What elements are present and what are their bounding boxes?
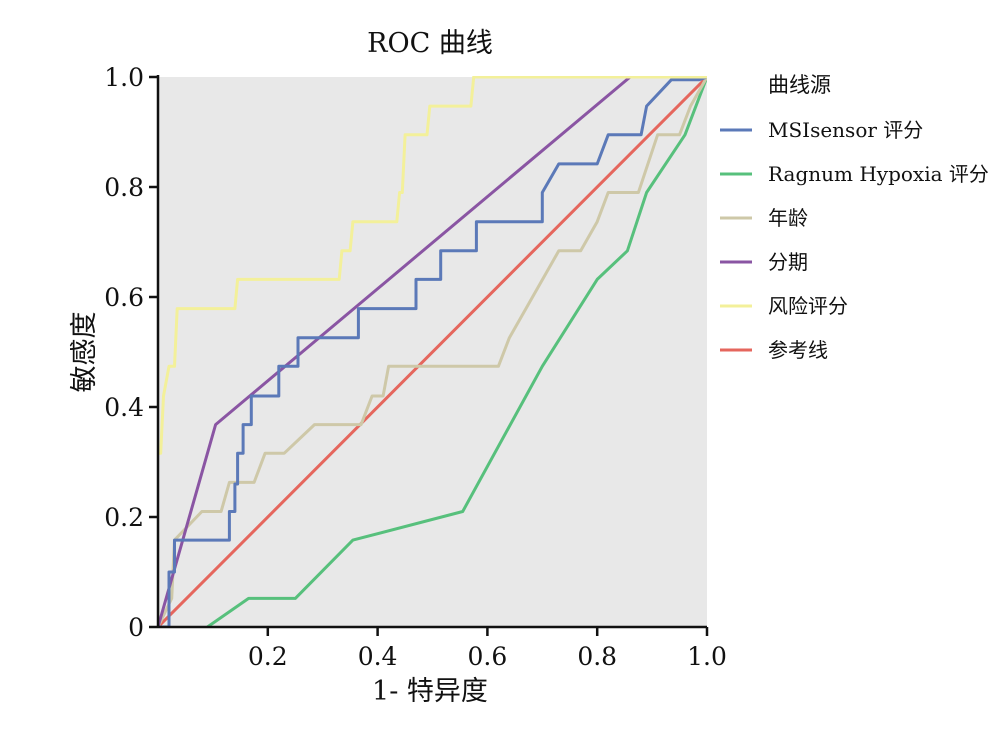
series-layer [158, 76, 707, 628]
x-tick-label: 0.2 [248, 642, 288, 671]
y-tick-label: 0.6 [104, 283, 144, 312]
series-line [158, 76, 707, 628]
series-line [158, 76, 707, 628]
legend-label: Ragnum Hypoxia 评分 [768, 162, 989, 186]
y-tick-label: 0.8 [104, 173, 144, 202]
x-tick-label: 0.6 [468, 642, 508, 671]
chart-title: ROC 曲线 [367, 28, 493, 59]
series-line [158, 76, 632, 628]
x-tick-label: 1.0 [687, 642, 727, 671]
legend-label: MSIsensor 评分 [768, 118, 923, 142]
y-tick-label: 0.4 [104, 393, 144, 422]
series-line [158, 76, 707, 455]
series-line [206, 76, 707, 628]
legend-label: 分期 [768, 250, 808, 274]
y-tick-label: 0.2 [104, 503, 144, 532]
y-tick-label: 1.0 [104, 63, 144, 92]
axes-layer: 0 0.2 0.4 0.6 0.8 1.0 0.2 0.4 0.6 0.8 1.0 [104, 63, 727, 671]
legend-label: 参考线 [768, 338, 828, 362]
legend-title: 曲线源 [768, 73, 831, 97]
x-axis-title: 1- 特异度 [372, 676, 488, 707]
series-line [158, 76, 707, 628]
legend-label: 年龄 [768, 206, 808, 230]
y-tick-label: 0 [128, 613, 144, 642]
legend: 曲线源 MSIsensor 评分 Ragnum Hypoxia 评分年龄分期风险评… [720, 73, 989, 362]
x-tick-label: 0.8 [577, 642, 617, 671]
y-axis-title: 敏感度 [69, 312, 100, 393]
legend-label: 风险评分 [768, 294, 848, 318]
x-tick-label: 0.4 [358, 642, 398, 671]
